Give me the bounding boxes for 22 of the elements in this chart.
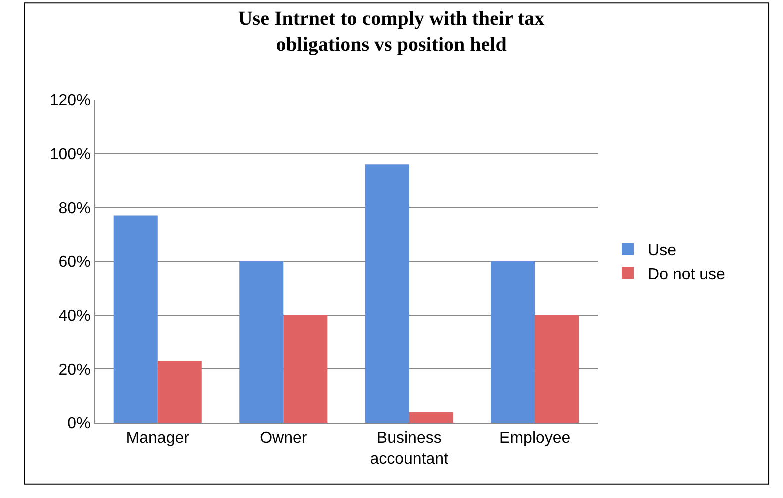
- y-tick-label: 80%: [58, 200, 91, 218]
- bar: [491, 262, 536, 423]
- bar: [409, 412, 454, 423]
- bar: [284, 315, 328, 423]
- x-tick-label: Owner: [260, 430, 308, 448]
- bar: [365, 164, 410, 423]
- y-tick-label: 40%: [58, 308, 91, 325]
- bar: [240, 262, 284, 423]
- bar: [535, 315, 580, 423]
- y-tick-label: 120%: [50, 92, 91, 110]
- y-tick-label: 0%: [68, 416, 91, 433]
- chart-title: Use Intrnet to comply with their tax obligations vs position held: [238, 8, 545, 56]
- x-tick-label: Manager: [126, 430, 190, 448]
- x-tick-label: Business accountant: [370, 430, 450, 468]
- bar: [158, 361, 202, 423]
- y-tick-label: 60%: [58, 254, 91, 272]
- y-tick-label: 100%: [50, 146, 91, 164]
- x-tick-label: Employee: [500, 430, 571, 448]
- y-tick-label: 20%: [58, 362, 91, 379]
- bar: [114, 216, 158, 423]
- legend-label: Use: [648, 242, 677, 260]
- legend-label: Do not use: [648, 266, 726, 284]
